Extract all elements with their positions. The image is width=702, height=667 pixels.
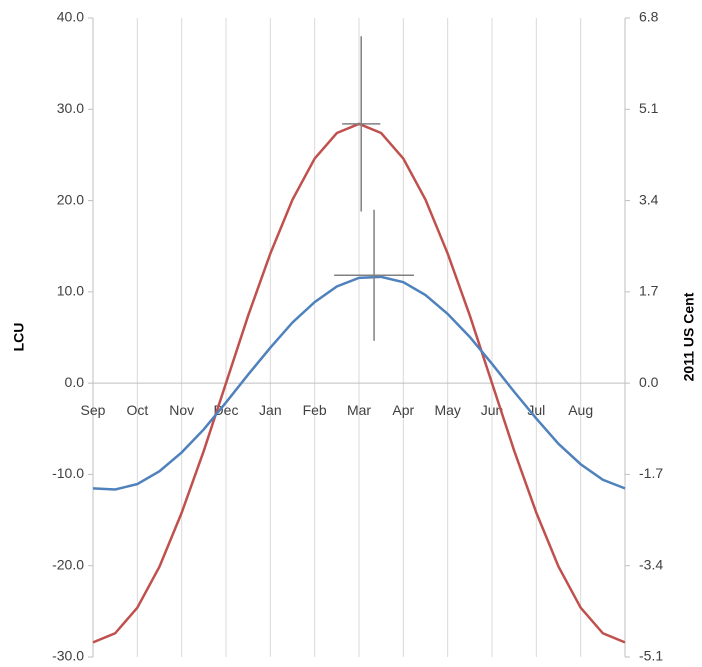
y2-tick-label: 6.8 <box>639 9 659 25</box>
y2-axis-title: 2011 US Cent <box>681 292 697 381</box>
x-tick-label: Jun <box>481 402 504 418</box>
y-axis-title: LCU <box>11 323 27 352</box>
y2-tick-label: -5.1 <box>639 648 663 664</box>
x-tick-label: Feb <box>303 402 327 418</box>
x-tick-label: Mar <box>347 402 371 418</box>
y-tick-label: -10.0 <box>52 465 84 481</box>
y-tick-label: 0.0 <box>65 374 85 390</box>
y-tick-label: -20.0 <box>52 556 84 572</box>
x-tick-label: Jan <box>259 402 282 418</box>
y2-tick-label: 3.4 <box>639 191 659 207</box>
y2-tick-label: 0.0 <box>639 374 659 390</box>
y2-tick-label: 1.7 <box>639 283 659 299</box>
y-tick-label: 20.0 <box>57 191 84 207</box>
y-tick-label: 10.0 <box>57 283 84 299</box>
x-tick-label: Nov <box>169 402 194 418</box>
x-tick-label: Sep <box>81 402 106 418</box>
y-tick-label: 40.0 <box>57 9 84 25</box>
x-tick-label: Oct <box>126 402 148 418</box>
y2-tick-label: 5.1 <box>639 100 659 116</box>
series-line <box>92 275 626 491</box>
y-tick-label: 30.0 <box>57 100 84 116</box>
x-tick-label: Aug <box>568 402 593 418</box>
x-tick-label: May <box>434 402 460 418</box>
y2-tick-label: -3.4 <box>639 556 663 572</box>
y-tick-label: -30.0 <box>52 648 84 664</box>
y2-tick-label: -1.7 <box>639 465 663 481</box>
x-tick-label: Apr <box>392 402 414 418</box>
